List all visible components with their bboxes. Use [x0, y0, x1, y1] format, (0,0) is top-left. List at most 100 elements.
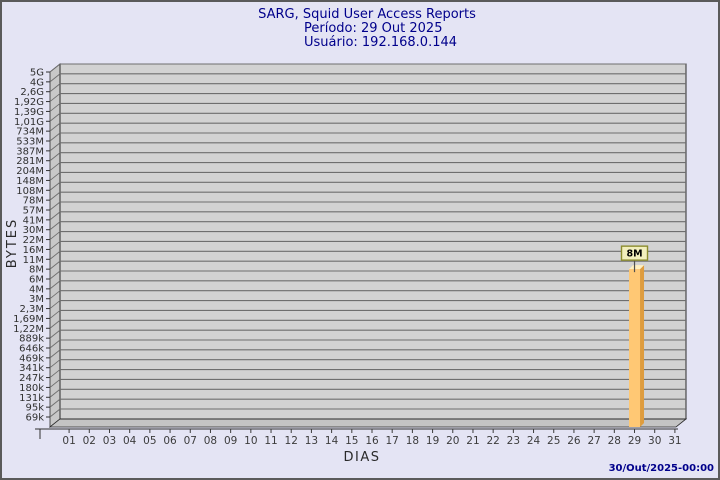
y-tick-label: 341k — [19, 363, 44, 374]
y-tick-label: 1,22M — [13, 324, 44, 335]
y-tick-label: 1,39G — [14, 107, 44, 118]
x-tick-label: 01 — [62, 435, 75, 447]
y-tick-label: 95k — [25, 403, 44, 414]
y-tick-label: 108M — [16, 186, 44, 197]
y-tick-label: 57M — [23, 205, 44, 216]
y-tick-label: 734M — [16, 127, 44, 138]
y-tick-label: 69k — [25, 412, 44, 423]
x-tick-label: 21 — [466, 435, 479, 447]
y-tick-label: 889k — [19, 334, 44, 345]
grid-line-wall — [49, 83, 61, 93]
y-tick-label: 131k — [19, 393, 44, 404]
bar-value-label: 8M — [626, 249, 642, 260]
x-tick-label: 29 — [628, 435, 641, 447]
grid-line-wall — [49, 260, 61, 270]
y-tick-label: 30M — [23, 225, 44, 236]
x-tick-label: 04 — [123, 435, 137, 447]
x-tick-label: 10 — [244, 435, 257, 447]
grid-line-wall — [49, 319, 61, 329]
x-tick-label: 02 — [83, 435, 96, 447]
grid-line-wall — [49, 172, 61, 181]
x-tick-label: 09 — [224, 435, 237, 447]
grid-line-wall — [49, 103, 61, 112]
grid-line-wall — [49, 231, 61, 240]
grid-line-wall — [49, 379, 61, 388]
grid-line-wall — [49, 73, 61, 83]
x-tick-label: 14 — [325, 435, 339, 447]
grid-line-wall — [49, 270, 61, 280]
y-tick-label: 2,6G — [20, 87, 44, 98]
grid-line-wall — [49, 112, 61, 122]
y-tick-label: 281M — [16, 156, 44, 167]
x-tick-label: 18 — [406, 435, 419, 447]
x-tick-label: 27 — [587, 435, 600, 447]
bar-top-face — [629, 265, 645, 270]
y-tick-label: 646k — [19, 343, 44, 354]
y-axis-title: BYTES — [5, 218, 20, 269]
grid-line-wall — [49, 201, 61, 211]
floor — [48, 418, 688, 428]
x-tick-label: 12 — [285, 435, 298, 447]
grid-line-wall — [49, 162, 61, 171]
x-tick-label: 03 — [103, 435, 116, 447]
bar-value-flag — [620, 245, 649, 261]
grid-line-wall — [49, 369, 61, 378]
x-tick-label: 19 — [426, 435, 439, 447]
y-tick-label: 11M — [23, 255, 44, 266]
x-tick-label: 31 — [668, 435, 681, 447]
x-tick-label: 17 — [386, 435, 399, 447]
grid-line-wall — [49, 152, 61, 162]
y-tick-label: 5G — [30, 68, 44, 79]
y-tick-label: 22M — [23, 235, 44, 246]
bar — [629, 269, 641, 427]
x-tick-label: 11 — [264, 435, 277, 447]
y-tick-label: 3M — [29, 294, 44, 305]
y-tick-label: 16M — [23, 245, 44, 256]
grid-line-wall — [49, 142, 61, 152]
grid-line-wall — [49, 181, 61, 191]
y-tick-label: 247k — [19, 373, 44, 384]
y-tick-label: 8M — [29, 265, 44, 276]
x-tick-label: 25 — [547, 435, 560, 447]
bar-side-face — [640, 265, 645, 427]
x-tick-label: 07 — [184, 435, 197, 447]
grid-line-wall — [49, 349, 61, 359]
y-tick-label: 204M — [16, 166, 44, 177]
x-tick-label: 15 — [345, 435, 358, 447]
x-tick-label: 26 — [567, 435, 581, 447]
y-tick-label: 6M — [29, 274, 44, 285]
y-tick-label: 387M — [16, 146, 44, 157]
period-subtitle: Período: 29 Out 2025 — [304, 21, 442, 36]
grid-line-wall — [49, 250, 61, 260]
grid-line-wall — [49, 398, 61, 408]
x-tick-label: 28 — [608, 435, 621, 447]
user-subtitle: Usuário: 192.168.0.144 — [304, 35, 457, 50]
y-tick-label: 1,92G — [14, 97, 44, 108]
grid-line-wall — [49, 359, 61, 369]
grid-line-wall — [49, 339, 61, 349]
y-tick-label: 4M — [29, 284, 44, 295]
grid-line-wall — [49, 63, 61, 73]
grid-line-wall — [49, 241, 61, 250]
y-tick-label: 2,3M — [19, 304, 44, 315]
grid-line-wall — [49, 122, 61, 132]
x-tick-label: 06 — [163, 435, 177, 447]
grid-line-wall — [49, 329, 61, 339]
report-timestamp: 30/Out/2025-00:00 — [609, 463, 714, 474]
grid-line-wall — [49, 211, 61, 221]
grid-line-wall — [49, 221, 61, 231]
x-tick-label: 24 — [527, 435, 541, 447]
grid-line-wall — [49, 93, 61, 102]
x-tick-label: 23 — [507, 435, 520, 447]
x-tick-label: 05 — [143, 435, 156, 447]
grid-line-wall — [49, 290, 61, 300]
x-axis-title: DIAS — [344, 450, 381, 465]
grid-line-wall — [49, 300, 61, 309]
y-tick-label: 180k — [19, 383, 44, 394]
x-tick-label: 22 — [486, 435, 499, 447]
grid-line-wall — [49, 280, 61, 290]
x-tick-label: 13 — [305, 435, 318, 447]
grid-line-wall — [49, 132, 61, 142]
